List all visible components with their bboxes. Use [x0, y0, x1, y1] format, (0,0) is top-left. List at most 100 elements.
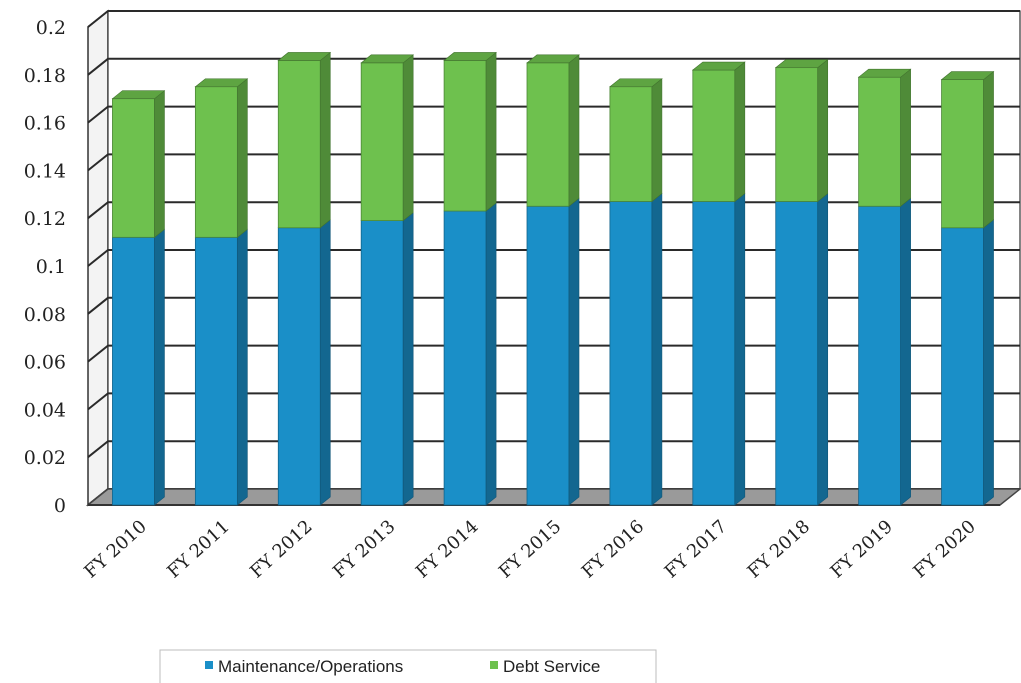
bar-fy-2020-maintenance	[941, 219, 994, 506]
bar-side	[983, 70, 994, 229]
x-tick-label: FY 2015	[495, 516, 565, 582]
y-tick-label: 0.2	[36, 17, 66, 39]
bar-side	[734, 192, 746, 506]
bar-top	[194, 78, 249, 88]
y-tick-label: 0.12	[24, 208, 66, 230]
bar-side	[568, 197, 580, 506]
bar-side	[319, 219, 331, 506]
bar-front	[360, 220, 404, 506]
bar-side	[237, 78, 248, 238]
bar-side	[402, 211, 414, 506]
bar-front	[941, 79, 984, 229]
bar-fy-2016-debt	[609, 78, 663, 203]
bar-top	[940, 71, 995, 80]
x-tick-label: FY 2017	[661, 516, 731, 582]
bar-side	[900, 197, 911, 506]
bar-front	[360, 62, 404, 221]
legend: Maintenance/Operations Debt Service	[159, 649, 657, 683]
bar-front	[692, 201, 736, 506]
bar-front	[194, 86, 238, 238]
y-tick-label: 0.14	[24, 160, 66, 182]
bar-side	[651, 78, 663, 203]
bar-fy-2016-maintenance	[609, 192, 663, 506]
bar-top	[526, 54, 580, 64]
bar-top	[277, 52, 332, 61]
bar-front	[526, 62, 570, 207]
bar-top	[360, 54, 415, 64]
y-tick-label: 0.16	[24, 113, 66, 135]
y-tick-label: 0.02	[24, 447, 66, 469]
bar-fy-2015-maintenance	[526, 197, 580, 506]
bar-fy-2018-maintenance	[775, 192, 829, 506]
x-tick-label: FY 2012	[246, 516, 316, 582]
bar-fy-2014-maintenance	[443, 202, 497, 506]
bar-front	[194, 236, 238, 506]
bar-side	[817, 192, 829, 506]
bar-fy-2019-debt	[857, 68, 912, 207]
y-axis-ticks: 0 0.02 0.04 0.06 0.08 0.1 0.12 0.14 0.16 0.18 0.2	[24, 17, 66, 517]
bar-fy-2012-debt	[277, 51, 332, 229]
bar-fy-2015-debt	[526, 54, 580, 207]
bar-top	[609, 78, 663, 88]
bar-front	[609, 201, 653, 506]
bar-top	[857, 68, 912, 78]
bar-side	[568, 54, 580, 207]
bar-top	[691, 61, 746, 71]
x-tick-label: FY 2010	[80, 516, 150, 582]
bar-top	[111, 90, 166, 99]
bar-fy-2019-maintenance	[858, 197, 911, 506]
bar-side	[154, 228, 165, 506]
bar-top	[774, 59, 829, 68]
legend-swatch-maintenance	[205, 661, 213, 669]
x-tick-label: FY 2019	[827, 516, 897, 582]
bar-fy-2011-maintenance	[194, 228, 248, 506]
bar-fy-2010-debt	[111, 90, 166, 238]
x-tick-label: FY 2018	[744, 516, 814, 582]
bar-side	[900, 68, 911, 207]
bar-front	[775, 201, 819, 506]
x-tick-label: FY 2013	[329, 516, 399, 582]
legend-label-maintenance: Maintenance/Operations	[218, 657, 403, 676]
legend-label-debt: Debt Service	[503, 657, 600, 676]
bar-top	[443, 52, 497, 61]
bar-fy-2013-debt	[360, 54, 415, 222]
bar-side	[485, 202, 497, 506]
bar-side	[154, 90, 165, 238]
bar-front	[941, 227, 984, 506]
y-tick-label: 0.06	[24, 352, 66, 374]
bar-fy-2010-maintenance	[112, 228, 165, 506]
bar-front	[443, 60, 487, 212]
bar-front	[775, 67, 819, 202]
bar-side	[734, 61, 746, 203]
bar-fy-2018-debt	[774, 59, 829, 203]
bar-fy-2013-maintenance	[360, 211, 414, 506]
y-tick-label: 0.04	[24, 399, 66, 421]
y-tick-label: 0.08	[24, 304, 66, 326]
bar-side	[485, 51, 497, 212]
bar-side	[319, 51, 331, 229]
bar-fy-2017-maintenance	[692, 192, 746, 506]
bar-front	[277, 227, 321, 506]
bar-front	[112, 98, 155, 238]
bar-side	[237, 228, 248, 506]
bar-front	[858, 205, 902, 506]
x-tick-label: FY 2020	[909, 516, 979, 582]
y-tick-label: 0.1	[36, 256, 66, 278]
bar-fy-2011-debt	[194, 78, 249, 238]
bar-side	[817, 59, 829, 203]
bar-fy-2020-debt	[940, 70, 995, 229]
y-tick-label: 0	[54, 495, 66, 517]
bar-front	[526, 205, 570, 506]
bars	[111, 51, 995, 506]
y-tick-label: 0.18	[24, 65, 66, 87]
bar-side	[402, 54, 414, 222]
bar-front	[609, 86, 653, 202]
x-tick-label: FY 2014	[412, 516, 482, 582]
bar-fy-2014-debt	[443, 51, 497, 212]
bar-front	[112, 236, 155, 506]
bar-side	[651, 192, 663, 506]
bar-front	[443, 210, 487, 506]
gridline	[87, 57, 1020, 76]
bar-fy-2017-debt	[691, 61, 746, 203]
